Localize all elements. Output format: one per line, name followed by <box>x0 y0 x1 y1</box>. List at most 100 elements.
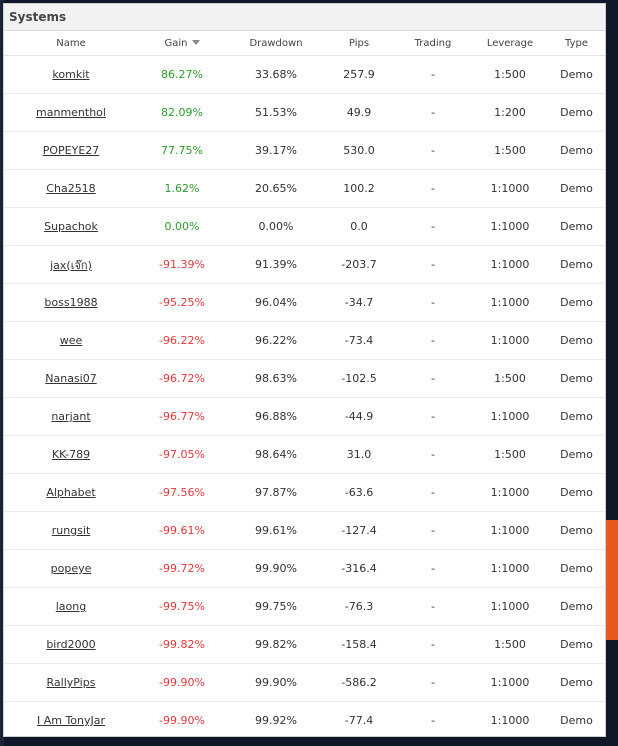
leverage-cell: 1:500 <box>474 625 546 664</box>
pips-cell: 49.9 <box>326 93 392 132</box>
column-header-type[interactable]: Type <box>546 31 605 56</box>
gain-cell: -96.77% <box>138 397 226 436</box>
system-name-link[interactable]: narjant <box>51 410 91 423</box>
drawdown-cell: 99.90% <box>226 663 326 702</box>
trading-cell: - <box>392 435 474 474</box>
column-header-pips[interactable]: Pips <box>326 31 392 56</box>
trading-cell: - <box>392 625 474 664</box>
gain-cell: 82.09% <box>138 93 226 132</box>
pips-cell: -586.2 <box>326 663 392 702</box>
system-name-link[interactable]: I Am TonyJar <box>36 714 106 727</box>
table-row[interactable]: bird2000 -99.82% 99.82% -158.4-1:500 Demo <box>4 625 605 664</box>
name-cell: RallyPips <box>4 663 138 702</box>
system-name-link[interactable]: KK-789 <box>51 448 91 461</box>
system-name-link[interactable]: jax(เจ๊ก) <box>50 258 92 272</box>
system-name-link[interactable]: rungsit <box>51 524 91 537</box>
drawdown-cell: 39.17% <box>226 131 326 170</box>
gain-cell: -97.56% <box>138 473 226 512</box>
system-name-link[interactable]: laong <box>55 600 87 613</box>
trading-cell: - <box>392 131 474 170</box>
column-header-leverage[interactable]: Leverage <box>474 31 546 56</box>
table-row[interactable]: popeye -99.72% 99.90% -316.4-1:1000 Demo <box>4 549 605 588</box>
system-name-link[interactable]: popeye <box>50 562 92 575</box>
name-cell: POPEYE27 <box>4 131 138 170</box>
table-row[interactable]: Cha2518 1.62% 20.65% 100.2-1:1000 Demo <box>4 169 605 208</box>
panel-header: Systems <box>4 4 605 31</box>
trading-cell: - <box>392 549 474 588</box>
system-name-link[interactable]: Alphabet <box>46 486 96 499</box>
pips-cell: -44.9 <box>326 397 392 436</box>
gain-cell: -91.39% <box>138 245 226 284</box>
table-row[interactable]: boss1988 -95.25% 96.04% -34.7-1:1000 Demo <box>4 283 605 322</box>
trading-cell: - <box>392 55 474 94</box>
system-name-link[interactable]: Nanasi07 <box>45 372 97 385</box>
drawdown-cell: 98.63% <box>226 359 326 398</box>
system-name-link[interactable]: manmenthol <box>36 106 106 119</box>
system-name-link[interactable]: boss1988 <box>44 296 98 309</box>
table-row[interactable]: Alphabet -97.56% 97.87% -63.6-1:1000 Demo <box>4 473 605 512</box>
type-cell: Demo <box>546 169 605 208</box>
drawdown-cell: 96.04% <box>226 283 326 322</box>
type-cell: Demo <box>546 473 605 512</box>
trading-cell: - <box>392 663 474 702</box>
leverage-cell: 1:500 <box>474 55 546 94</box>
drawdown-cell: 96.88% <box>226 397 326 436</box>
gain-cell: -99.72% <box>138 549 226 588</box>
leverage-cell: 1:1000 <box>474 663 546 702</box>
leverage-cell: 1:500 <box>474 359 546 398</box>
table-row[interactable]: narjant -96.77% 96.88% -44.9-1:1000 Demo <box>4 397 605 436</box>
drawdown-cell: 99.61% <box>226 511 326 550</box>
table-row[interactable]: KK-789 -97.05% 98.64% 31.0-1:500 Demo <box>4 435 605 474</box>
name-cell: Nanasi07 <box>4 359 138 398</box>
gain-cell: -99.90% <box>138 663 226 702</box>
type-cell: Demo <box>546 283 605 322</box>
table-row[interactable]: laong -99.75% 99.75% -76.3-1:1000 Demo <box>4 587 605 626</box>
table-row[interactable]: jax(เจ๊ก) -91.39% 91.39% -203.7-1:1000 Demo <box>4 245 605 284</box>
pips-cell: -63.6 <box>326 473 392 512</box>
leverage-cell: 1:1000 <box>474 587 546 626</box>
table-row[interactable]: RallyPips -99.90% 99.90% -586.2-1:1000 Demo <box>4 663 605 702</box>
system-name-link[interactable]: Supachok <box>44 220 98 233</box>
pips-cell: -73.4 <box>326 321 392 360</box>
table-row[interactable]: Supachok 0.00% 0.00% 0.0-1:1000 Demo <box>4 207 605 246</box>
page-background-stripe <box>0 0 4 746</box>
table-row[interactable]: POPEYE27 77.75% 39.17% 530.0-1:500 Demo <box>4 131 605 170</box>
system-name-link[interactable]: POPEYE27 <box>42 144 100 157</box>
drawdown-cell: 96.22% <box>226 321 326 360</box>
system-name-link[interactable]: Cha2518 <box>46 182 96 195</box>
type-cell: Demo <box>546 663 605 702</box>
column-header-name[interactable]: Name <box>4 31 138 56</box>
type-cell: Demo <box>546 245 605 284</box>
leverage-cell: 1:1000 <box>474 701 546 736</box>
type-cell: Demo <box>546 587 605 626</box>
system-name-link[interactable]: komkit <box>52 68 90 81</box>
leverage-cell: 1:1000 <box>474 169 546 208</box>
table-row[interactable]: manmenthol 82.09% 51.53% 49.9-1:200 Demo <box>4 93 605 132</box>
system-name-link[interactable]: bird2000 <box>46 638 96 651</box>
pips-cell: -127.4 <box>326 511 392 550</box>
table-row[interactable]: I Am TonyJar -99.90% 99.92% -77.4-1:1000 Dem… <box>4 701 605 736</box>
table-row[interactable]: rungsit -99.61% 99.61% -127.4-1:1000 Demo <box>4 511 605 550</box>
type-cell: Demo <box>546 397 605 436</box>
table-row[interactable]: komkit 86.27% 33.68% 257.9-1:500 Demo <box>4 55 605 94</box>
name-cell: jax(เจ๊ก) <box>4 245 138 284</box>
system-name-link[interactable]: wee <box>59 334 83 347</box>
gain-cell: -96.72% <box>138 359 226 398</box>
name-cell: rungsit <box>4 511 138 550</box>
table-row[interactable]: Nanasi07 -96.72% 98.63% -102.5-1:500 Demo <box>4 359 605 398</box>
column-header-drawdown[interactable]: Drawdown <box>226 31 326 56</box>
trading-cell: - <box>392 93 474 132</box>
drawdown-cell: 97.87% <box>226 473 326 512</box>
type-cell: Demo <box>546 93 605 132</box>
column-header-trading[interactable]: Trading <box>392 31 474 56</box>
type-cell: Demo <box>546 549 605 588</box>
system-name-link[interactable]: RallyPips <box>46 676 96 689</box>
pips-cell: 100.2 <box>326 169 392 208</box>
column-header-gain[interactable]: Gain <box>138 31 226 56</box>
pips-cell: -203.7 <box>326 245 392 284</box>
drawdown-cell: 98.64% <box>226 435 326 474</box>
leverage-cell: 1:1000 <box>474 511 546 550</box>
trading-cell: - <box>392 245 474 284</box>
table-row[interactable]: wee -96.22% 96.22% -73.4-1:1000 Demo <box>4 321 605 360</box>
trading-cell: - <box>392 701 474 736</box>
